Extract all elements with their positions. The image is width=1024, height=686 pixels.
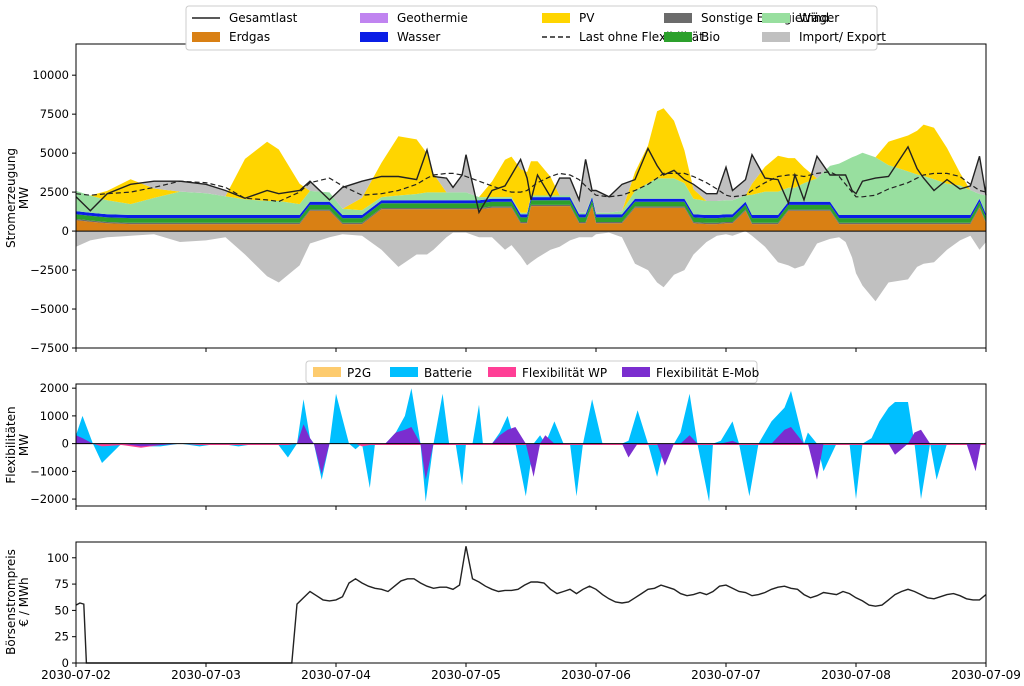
panel-stromerzeugung: −7500 −5000 −2500 0 2500 5000 7500 10000 Strome…: [4, 5, 987, 355]
panel-flexibilitaeten: −2000 −1000 0 1000 2000 Flexibilitäten MW P2…: [4, 360, 987, 507]
y-tick-label: −2500: [30, 263, 69, 277]
area-erdgas: [76, 206, 986, 232]
legend-swatch: [664, 32, 692, 42]
y-tick-label: 25: [54, 630, 69, 644]
y-ticks: −7500 −5000 −2500 0 2500 5000 7500 10000: [30, 68, 76, 355]
x-tick-label: 2030-07-04: [301, 668, 371, 682]
flexibility-areas: [76, 388, 986, 502]
x-tick-label: 2030-07-02: [41, 668, 111, 682]
y-tick-label: 75: [54, 577, 69, 591]
y-tick-label: 100: [47, 551, 69, 565]
y-tick-label: 0: [62, 437, 69, 451]
y-tick-label: 1000: [40, 409, 69, 423]
legend-swatch: [313, 367, 341, 377]
y-axis-unit: MW: [17, 187, 31, 209]
y-ticks: 0 25 50 75 100: [47, 551, 76, 670]
y-ticks: −2000 −1000 0 1000 2000: [30, 381, 76, 506]
legend-label: P2G: [347, 366, 371, 380]
legend-swatch: [360, 13, 388, 23]
x-tick-label: 2030-07-05: [431, 668, 501, 682]
line-boersenstrompreis: [75, 546, 987, 664]
legend-label: Import/ Export: [799, 30, 886, 44]
legend-label: Flexibilität WP: [522, 366, 607, 380]
y-tick-label: −5000: [30, 302, 69, 316]
load-lines: [75, 145, 987, 215]
y-axis-unit: € / MWh: [17, 577, 31, 626]
generation-areas: [76, 108, 986, 302]
legend-swatch: [762, 13, 790, 23]
legend-swatch: [390, 367, 418, 377]
y-tick-label: 2500: [40, 185, 69, 199]
legend-label: Wind: [799, 11, 829, 25]
area-wasser: [76, 197, 986, 219]
legend-swatch: [664, 13, 692, 23]
y-tick-label: −1000: [30, 464, 69, 478]
x-tick-label: 2030-07-07: [691, 668, 761, 682]
y-tick-label: 10000: [32, 68, 69, 82]
legend-label: Batterie: [424, 366, 472, 380]
y-tick-label: 50: [54, 603, 69, 617]
y-tick-label: 0: [62, 656, 69, 670]
y-tick-label: 5000: [40, 146, 69, 160]
legend-swatch: [622, 367, 650, 377]
x-tick-label: 2030-07-06: [561, 668, 631, 682]
legend-swatch: [542, 13, 570, 23]
legend-swatch: [488, 367, 516, 377]
y-axis-label: Flexibilitäten: [4, 406, 18, 483]
legend-label: Flexibilität E-Mob: [656, 366, 759, 380]
axes-frame: [75, 541, 987, 664]
x-ticks: 2030-07-02 2030-07-03 2030-07-04 2030-07-05…: [41, 348, 1021, 682]
legend: P2G Batterie Flexibilität WP Flexibilität E…: [305, 360, 759, 384]
area-flexibilit-t-e-mob: [76, 424, 986, 480]
area-import-export: [76, 231, 986, 302]
x-tick-label: 2030-07-09: [951, 668, 1021, 682]
x-tick-label: 2030-07-03: [171, 668, 241, 682]
legend-swatch: [360, 32, 388, 42]
area-wind: [76, 152, 986, 215]
y-axis-label: Stromerzeugung: [4, 148, 18, 248]
legend-label: Erdgas: [229, 30, 270, 44]
area-bio: [76, 200, 986, 223]
legend-label: Wasser: [397, 30, 440, 44]
y-tick-label: 2000: [40, 381, 69, 395]
legend-swatch: [762, 32, 790, 42]
y-axis-label: Börsenstrompreis: [4, 549, 18, 655]
y-tick-label: 0: [62, 224, 69, 238]
line-gesamtlast: [75, 145, 987, 215]
legend-box: [305, 360, 758, 384]
legend-swatch: [192, 32, 220, 42]
legend-label: PV: [579, 11, 595, 25]
legend-label: Geothermie: [397, 11, 468, 25]
y-tick-label: 7500: [40, 107, 69, 121]
legend-label: Bio: [701, 30, 720, 44]
y-tick-label: −7500: [30, 341, 69, 355]
price-line: [75, 546, 987, 664]
area-flexibilit-t-wp: [76, 443, 986, 448]
x-tick-label: 2030-07-08: [821, 668, 891, 682]
y-tick-label: −2000: [30, 492, 69, 506]
legend-box: [185, 5, 878, 51]
y-axis-unit: MW: [17, 434, 31, 456]
axes-frame: [75, 383, 987, 507]
legend-label: Gesamtlast: [229, 11, 298, 25]
